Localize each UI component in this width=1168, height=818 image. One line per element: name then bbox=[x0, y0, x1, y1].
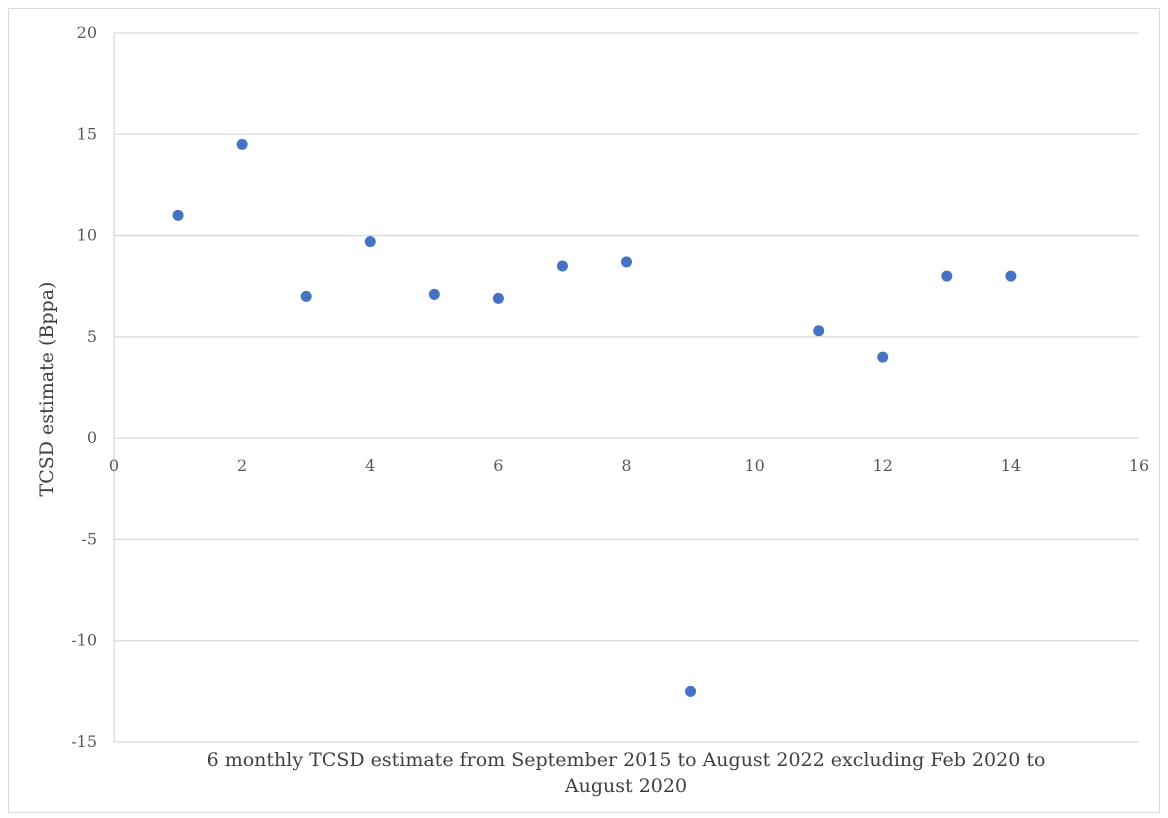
y-tick-label: 0 bbox=[87, 428, 97, 447]
x-tick-label: 12 bbox=[873, 456, 893, 475]
x-tick-label: 8 bbox=[621, 456, 631, 475]
data-point bbox=[1005, 270, 1017, 282]
y-tick-label: 15 bbox=[77, 124, 97, 143]
x-tick-label: 16 bbox=[1129, 456, 1149, 475]
data-points bbox=[172, 138, 1017, 697]
x-tick-label: 4 bbox=[365, 456, 375, 475]
y-tick-labels: 20 15 10 5 0 -5 -10 -15 bbox=[71, 23, 97, 751]
x-tick-label: 6 bbox=[493, 456, 503, 475]
gridlines bbox=[114, 32, 1139, 743]
x-axis-title-line-1: 6 monthly TCSD estimate from September 2… bbox=[207, 749, 1046, 771]
y-tick-label: -5 bbox=[81, 529, 97, 548]
y-tick-label: -15 bbox=[71, 732, 97, 751]
data-point bbox=[172, 209, 184, 221]
data-point bbox=[492, 292, 504, 304]
x-tick-label: 14 bbox=[1001, 456, 1021, 475]
y-tick-label: 5 bbox=[87, 327, 97, 346]
y-tick-label: 10 bbox=[77, 226, 97, 245]
data-point bbox=[236, 138, 248, 150]
data-point bbox=[428, 288, 440, 300]
data-point bbox=[300, 290, 312, 302]
data-point bbox=[877, 351, 889, 363]
x-tick-label: 10 bbox=[744, 456, 764, 475]
x-axis-title-line-2: August 2020 bbox=[564, 775, 687, 797]
x-tick-label: 2 bbox=[237, 456, 247, 475]
data-point bbox=[685, 685, 697, 697]
data-point bbox=[813, 325, 825, 337]
x-tick-label: 0 bbox=[109, 456, 119, 475]
x-tick-labels: 0 2 4 6 8 10 12 14 16 bbox=[109, 456, 1149, 475]
data-point bbox=[621, 256, 632, 268]
data-point bbox=[556, 260, 568, 272]
y-tick-label: 20 bbox=[77, 23, 97, 42]
data-point bbox=[941, 270, 953, 282]
chart-frame bbox=[8, 8, 1160, 813]
data-point bbox=[364, 236, 376, 248]
y-tick-label: -10 bbox=[71, 631, 97, 650]
y-axis-title: TCSD estimate (Bppa) bbox=[36, 282, 58, 497]
